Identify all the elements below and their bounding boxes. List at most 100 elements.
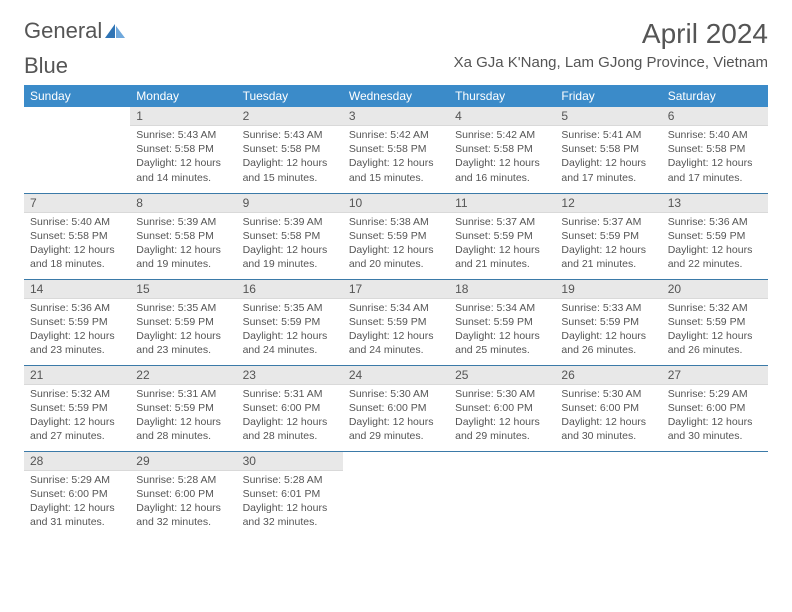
sunset-text: Sunset: 5:58 PM xyxy=(561,142,655,156)
day-details: Sunrise: 5:33 AMSunset: 5:59 PMDaylight:… xyxy=(555,299,661,362)
calendar-day-cell xyxy=(555,451,661,537)
day-number: 4 xyxy=(449,107,555,126)
sunset-text: Sunset: 5:59 PM xyxy=(349,315,443,329)
day-details: Sunrise: 5:28 AMSunset: 6:00 PMDaylight:… xyxy=(130,471,236,534)
sunrise-text: Sunrise: 5:40 AM xyxy=(30,215,124,229)
calendar-week-row: 7Sunrise: 5:40 AMSunset: 5:58 PMDaylight… xyxy=(24,193,768,279)
sunrise-text: Sunrise: 5:35 AM xyxy=(136,301,230,315)
daylight-text: Daylight: 12 hours and 17 minutes. xyxy=(668,156,762,184)
day-details: Sunrise: 5:29 AMSunset: 6:00 PMDaylight:… xyxy=(24,471,130,534)
day-details: Sunrise: 5:29 AMSunset: 6:00 PMDaylight:… xyxy=(662,385,768,448)
day-number: 19 xyxy=(555,280,661,299)
day-number: 22 xyxy=(130,366,236,385)
day-number: 27 xyxy=(662,366,768,385)
daylight-text: Daylight: 12 hours and 24 minutes. xyxy=(243,329,337,357)
daylight-text: Daylight: 12 hours and 21 minutes. xyxy=(561,243,655,271)
calendar-day-cell: 24Sunrise: 5:30 AMSunset: 6:00 PMDayligh… xyxy=(343,365,449,451)
sunset-text: Sunset: 5:59 PM xyxy=(30,315,124,329)
day-number: 2 xyxy=(237,107,343,126)
day-number: 18 xyxy=(449,280,555,299)
day-number xyxy=(343,452,449,456)
calendar-day-cell: 6Sunrise: 5:40 AMSunset: 5:58 PMDaylight… xyxy=(662,107,768,193)
day-number: 9 xyxy=(237,194,343,213)
calendar-day-cell: 14Sunrise: 5:36 AMSunset: 5:59 PMDayligh… xyxy=(24,279,130,365)
sunset-text: Sunset: 6:01 PM xyxy=(243,487,337,501)
weekday-header: Tuesday xyxy=(237,85,343,107)
calendar-week-row: 14Sunrise: 5:36 AMSunset: 5:59 PMDayligh… xyxy=(24,279,768,365)
calendar-day-cell xyxy=(24,107,130,193)
daylight-text: Daylight: 12 hours and 28 minutes. xyxy=(136,415,230,443)
day-details: Sunrise: 5:28 AMSunset: 6:01 PMDaylight:… xyxy=(237,471,343,534)
calendar-table: SundayMondayTuesdayWednesdayThursdayFrid… xyxy=(24,85,768,537)
day-details: Sunrise: 5:30 AMSunset: 6:00 PMDaylight:… xyxy=(555,385,661,448)
calendar-day-cell: 21Sunrise: 5:32 AMSunset: 5:59 PMDayligh… xyxy=(24,365,130,451)
day-number: 15 xyxy=(130,280,236,299)
sunset-text: Sunset: 5:58 PM xyxy=(243,142,337,156)
sunrise-text: Sunrise: 5:39 AM xyxy=(243,215,337,229)
daylight-text: Daylight: 12 hours and 32 minutes. xyxy=(136,501,230,529)
day-details: Sunrise: 5:31 AMSunset: 5:59 PMDaylight:… xyxy=(130,385,236,448)
calendar-day-cell: 1Sunrise: 5:43 AMSunset: 5:58 PMDaylight… xyxy=(130,107,236,193)
sunrise-text: Sunrise: 5:43 AM xyxy=(136,128,230,142)
daylight-text: Daylight: 12 hours and 30 minutes. xyxy=(561,415,655,443)
sunrise-text: Sunrise: 5:36 AM xyxy=(30,301,124,315)
daylight-text: Daylight: 12 hours and 22 minutes. xyxy=(668,243,762,271)
daylight-text: Daylight: 12 hours and 16 minutes. xyxy=(455,156,549,184)
sunset-text: Sunset: 5:59 PM xyxy=(136,401,230,415)
day-number: 16 xyxy=(237,280,343,299)
sunrise-text: Sunrise: 5:29 AM xyxy=(30,473,124,487)
location-subtitle: Xa GJa K'Nang, Lam GJong Province, Vietn… xyxy=(454,54,768,71)
daylight-text: Daylight: 12 hours and 15 minutes. xyxy=(243,156,337,184)
sunrise-text: Sunrise: 5:31 AM xyxy=(243,387,337,401)
day-details: Sunrise: 5:43 AMSunset: 5:58 PMDaylight:… xyxy=(130,126,236,189)
month-title: April 2024 xyxy=(454,18,768,50)
day-details: Sunrise: 5:42 AMSunset: 5:58 PMDaylight:… xyxy=(449,126,555,189)
sunset-text: Sunset: 6:00 PM xyxy=(243,401,337,415)
day-number: 11 xyxy=(449,194,555,213)
sunset-text: Sunset: 6:00 PM xyxy=(561,401,655,415)
sunset-text: Sunset: 5:58 PM xyxy=(243,229,337,243)
day-number: 29 xyxy=(130,452,236,471)
day-details: Sunrise: 5:34 AMSunset: 5:59 PMDaylight:… xyxy=(449,299,555,362)
day-number: 5 xyxy=(555,107,661,126)
calendar-day-cell: 17Sunrise: 5:34 AMSunset: 5:59 PMDayligh… xyxy=(343,279,449,365)
day-details: Sunrise: 5:39 AMSunset: 5:58 PMDaylight:… xyxy=(237,213,343,276)
daylight-text: Daylight: 12 hours and 21 minutes. xyxy=(455,243,549,271)
sunrise-text: Sunrise: 5:38 AM xyxy=(349,215,443,229)
calendar-day-cell: 28Sunrise: 5:29 AMSunset: 6:00 PMDayligh… xyxy=(24,451,130,537)
day-details: Sunrise: 5:43 AMSunset: 5:58 PMDaylight:… xyxy=(237,126,343,189)
day-details: Sunrise: 5:36 AMSunset: 5:59 PMDaylight:… xyxy=(24,299,130,362)
logo-sail-icon xyxy=(104,23,126,39)
daylight-text: Daylight: 12 hours and 15 minutes. xyxy=(349,156,443,184)
weekday-header: Saturday xyxy=(662,85,768,107)
sunset-text: Sunset: 6:00 PM xyxy=(136,487,230,501)
day-number: 3 xyxy=(343,107,449,126)
day-number: 6 xyxy=(662,107,768,126)
day-details: Sunrise: 5:38 AMSunset: 5:59 PMDaylight:… xyxy=(343,213,449,276)
day-number xyxy=(449,452,555,456)
daylight-text: Daylight: 12 hours and 31 minutes. xyxy=(30,501,124,529)
sunset-text: Sunset: 6:00 PM xyxy=(455,401,549,415)
day-number: 28 xyxy=(24,452,130,471)
day-number: 23 xyxy=(237,366,343,385)
sunrise-text: Sunrise: 5:42 AM xyxy=(455,128,549,142)
sunrise-text: Sunrise: 5:31 AM xyxy=(136,387,230,401)
sunset-text: Sunset: 5:59 PM xyxy=(561,229,655,243)
day-details: Sunrise: 5:35 AMSunset: 5:59 PMDaylight:… xyxy=(237,299,343,362)
calendar-day-cell: 13Sunrise: 5:36 AMSunset: 5:59 PMDayligh… xyxy=(662,193,768,279)
calendar-day-cell: 20Sunrise: 5:32 AMSunset: 5:59 PMDayligh… xyxy=(662,279,768,365)
calendar-day-cell: 27Sunrise: 5:29 AMSunset: 6:00 PMDayligh… xyxy=(662,365,768,451)
day-details: Sunrise: 5:32 AMSunset: 5:59 PMDaylight:… xyxy=(662,299,768,362)
logo-text-blue: Blue xyxy=(24,53,68,78)
daylight-text: Daylight: 12 hours and 24 minutes. xyxy=(349,329,443,357)
sunrise-text: Sunrise: 5:30 AM xyxy=(561,387,655,401)
daylight-text: Daylight: 12 hours and 28 minutes. xyxy=(243,415,337,443)
day-details: Sunrise: 5:40 AMSunset: 5:58 PMDaylight:… xyxy=(662,126,768,189)
day-details: Sunrise: 5:41 AMSunset: 5:58 PMDaylight:… xyxy=(555,126,661,189)
calendar-day-cell: 18Sunrise: 5:34 AMSunset: 5:59 PMDayligh… xyxy=(449,279,555,365)
calendar-day-cell: 7Sunrise: 5:40 AMSunset: 5:58 PMDaylight… xyxy=(24,193,130,279)
day-details: Sunrise: 5:39 AMSunset: 5:58 PMDaylight:… xyxy=(130,213,236,276)
day-number: 24 xyxy=(343,366,449,385)
day-number: 20 xyxy=(662,280,768,299)
daylight-text: Daylight: 12 hours and 14 minutes. xyxy=(136,156,230,184)
